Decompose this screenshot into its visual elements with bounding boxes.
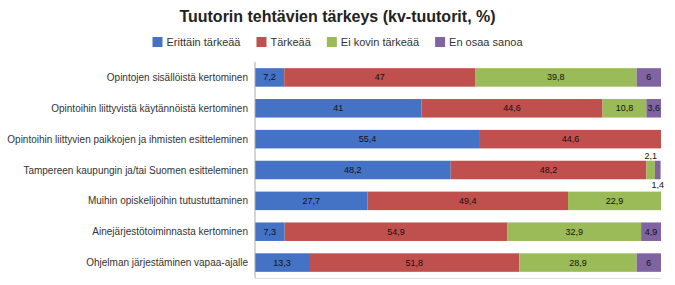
bar-segment [451, 161, 647, 180]
data-labels: 7,2 41 55,4 48,2 27,7 7,3 13,3 47 44,6 44,6 48,2 49… [263, 72, 664, 267]
data-label: 54,9 [387, 227, 405, 237]
series [284, 68, 661, 272]
bar-segment [508, 222, 642, 241]
series [637, 68, 661, 272]
bar-segment [480, 130, 661, 149]
data-label: 44,6 [562, 134, 580, 144]
data-label: 41 [333, 103, 343, 113]
bar-segment [661, 130, 662, 149]
x-axis-line [255, 278, 661, 279]
data-label: 6 [646, 72, 651, 82]
data-label: 7,2 [263, 72, 276, 82]
bar-segment [661, 130, 662, 149]
title: Tuutorin tehtävien tärkeys (kv-tuutorit,… [179, 8, 495, 25]
bar-segment [637, 68, 661, 87]
bars [255, 68, 661, 272]
y-axis-line [255, 62, 256, 278]
category-label: Ohjelman järjestäminen vapaa-ajalle [86, 257, 248, 268]
bar-segment [655, 161, 661, 180]
bar-segment [284, 68, 475, 87]
legend-label: En osaa sanoa [449, 36, 523, 48]
data-label: 2,1 [644, 151, 657, 161]
legend: Erittäin tärkeää Tärkeää Ei kovin tärkeää E… [153, 36, 524, 48]
legend-swatch [435, 37, 445, 47]
legend-item: Ei kovin tärkeää [327, 36, 420, 48]
data-label: 48,2 [540, 165, 558, 175]
bar-segment [255, 130, 480, 149]
category-label: Muihin opiskelijoihin tutustuttaminen [88, 195, 248, 206]
category-label: Ainejärjestötoiminnasta kertominen [92, 226, 248, 237]
data-label: 7,3 [264, 227, 277, 237]
data-label: 3,6 [647, 103, 660, 113]
chart: Tuutorin tehtävien tärkeys (kv-tuutorit,… [0, 0, 675, 285]
data-label: 47 [375, 72, 385, 82]
data-label: 10,8 [616, 103, 634, 113]
bar-segment [421, 99, 602, 118]
data-label: 55,4 [359, 134, 377, 144]
bar-segment [637, 253, 661, 272]
legend-item: Tärkeää [256, 36, 311, 48]
bar-segment [367, 192, 568, 211]
data-label: 1,4 [651, 180, 664, 190]
bar-segment [603, 99, 647, 118]
data-label: 13,3 [273, 258, 291, 268]
legend-label: Erittäin tärkeää [167, 36, 242, 48]
data-label: 39,8 [547, 72, 565, 82]
data-label: 48,2 [344, 165, 362, 175]
data-label: 28,9 [569, 258, 587, 268]
bar-segment [255, 68, 284, 87]
bar-segment [519, 253, 636, 272]
bar-segment [475, 68, 637, 87]
data-label: 49,4 [459, 196, 477, 206]
bar-segment [255, 253, 309, 272]
bar-segment [255, 192, 367, 211]
data-label: 22,9 [606, 196, 624, 206]
data-label: 32,9 [566, 227, 584, 237]
legend-item: Erittäin tärkeää [153, 36, 242, 48]
category-label: Opintoihin liittyvistä käytännöistä kert… [51, 103, 248, 114]
legend-item: En osaa sanoa [435, 36, 523, 48]
category-label: Opintoihin liittyvien paikkojen ja ihmis… [7, 134, 248, 145]
legend-swatch [256, 37, 266, 47]
bar-segment [646, 161, 655, 180]
bar-segment [641, 222, 661, 241]
bar-segment [255, 161, 451, 180]
legend-label: Tärkeää [270, 36, 311, 48]
legend-swatch [327, 37, 337, 47]
data-label: 6 [646, 258, 651, 268]
bar-segment [568, 192, 661, 211]
legend-swatch [153, 37, 163, 47]
series [475, 68, 661, 272]
data-label: 51,8 [405, 258, 423, 268]
category-label: Opintojen sisällöistä kertominen [107, 72, 248, 83]
bar-segment [255, 99, 421, 118]
bar-segment [661, 192, 662, 211]
category-label: Tampereen kaupungin ja/tai Suomen esitte… [23, 165, 248, 176]
legend-label: Ei kovin tärkeää [341, 36, 420, 48]
series [255, 68, 480, 272]
data-label: 27,7 [302, 196, 320, 206]
bar-segment [255, 222, 285, 241]
data-label: 44,6 [503, 103, 521, 113]
bar-segment [646, 99, 661, 118]
bar-segment [285, 222, 508, 241]
bar-segment [309, 253, 519, 272]
data-label: 4,9 [645, 227, 658, 237]
